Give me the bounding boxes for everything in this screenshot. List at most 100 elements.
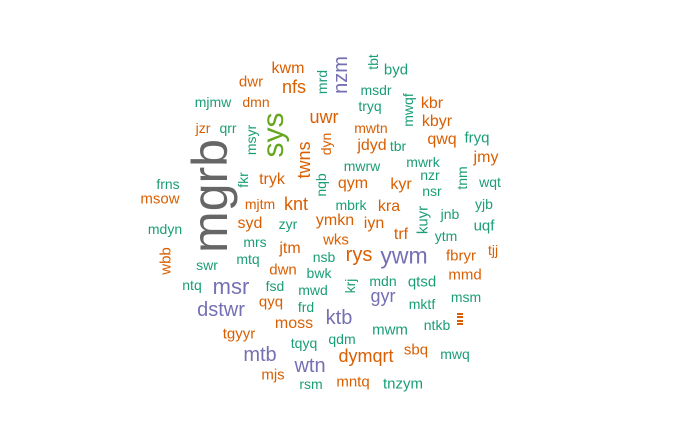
word-frns: frns (156, 176, 180, 192)
word-rys: rys (345, 244, 373, 266)
word-msr: msr (212, 274, 250, 299)
word-qtsd: qtsd (407, 273, 437, 291)
word-mwd: mwd (298, 282, 328, 298)
word-kwm: kwm (271, 60, 305, 77)
word-knt: knt (283, 194, 309, 214)
word-mwrw: mwrw (343, 158, 381, 174)
word-bwk: bwk (306, 265, 332, 281)
word-dwr: dwr (238, 73, 264, 91)
word-dymqrt: dymqrt (338, 346, 394, 366)
word-twns: twns (294, 141, 314, 179)
word-kbr: kbr (420, 95, 444, 112)
word-nzm: nzm (330, 56, 352, 94)
word-jmy: jmy (473, 149, 499, 166)
word-wqt: wqt (479, 174, 501, 190)
word-byd: byd (383, 61, 409, 79)
word-mrs: mrs (243, 234, 267, 250)
word-fryq: fryq (464, 129, 490, 147)
word-nzr: nzr (420, 167, 440, 183)
word-iyn: iyn (363, 215, 385, 232)
word-wtn: wtn (294, 355, 326, 377)
word-mwtn: mwtn (354, 120, 388, 136)
word-mdn: mdn (369, 273, 397, 289)
word-dmn: dmn (242, 94, 270, 110)
word-fbryr: fbryr (446, 247, 476, 265)
word-mbrk: mbrk (335, 197, 367, 213)
word-ntkb: ntkb (423, 317, 451, 333)
word-tryq: tryq (358, 98, 382, 114)
word-dwn: dwn (269, 261, 297, 279)
word-trf: trf (393, 226, 409, 243)
word-jtm: jtm (279, 240, 301, 257)
word-qyq: qyq (258, 293, 284, 311)
word-sbq: sbq (403, 341, 429, 359)
word-uwr: uwr (309, 107, 339, 127)
word-sys: sys (257, 112, 290, 158)
word-kbyr: kbyr (421, 113, 453, 130)
word-swr: swr (196, 257, 218, 273)
word-tgyyr: tgyyr (222, 325, 256, 343)
word-kra: kra (377, 198, 401, 215)
word-msow: msow (140, 190, 180, 208)
word-dstwr: dstwr (197, 299, 245, 321)
word-mrd: mrd (314, 69, 330, 95)
word-nsr: nsr (422, 183, 442, 199)
word-tnzym: tnzym (382, 375, 424, 393)
word-fkr: fkr (235, 172, 251, 188)
word-kyr: kyr (390, 176, 412, 193)
word-mwqf: mwqf (400, 93, 416, 127)
word-tbr: tbr (389, 138, 407, 154)
word-mmd: mmd (448, 266, 482, 284)
stacked-dash-mark (457, 313, 463, 325)
word-msdr: msdr (360, 82, 392, 98)
word-qwq: qwq (427, 131, 457, 148)
word-jzr: jzr (195, 120, 211, 136)
word-tryk: tryk (259, 171, 285, 188)
word-nqb: nqb (313, 173, 329, 197)
word-mjmw: mjmw (194, 94, 232, 110)
word-tbt: tbt (365, 54, 381, 70)
word-uqf: uqf (473, 217, 495, 235)
word-mwrk: mwrk (406, 154, 440, 170)
word-msyr: msyr (243, 124, 259, 156)
word-mntq: mntq (336, 373, 370, 391)
word-msm: msm (450, 289, 482, 305)
word-frd: frd (297, 299, 315, 315)
word-kuyr: kuyr (414, 205, 432, 235)
word-gyr: gyr (370, 286, 396, 306)
word-tjj: tjj (487, 242, 499, 258)
word-jdyd: jdyd (357, 137, 387, 154)
word-ymkn: ymkn (315, 212, 355, 229)
word-mjs: mjs (261, 366, 285, 384)
word-mdyn: mdyn (147, 221, 183, 237)
word-yjb: yjb (475, 196, 493, 212)
word-tnm: tnm (454, 166, 470, 190)
word-wks: wks (323, 231, 349, 249)
word-ywm: ywm (380, 242, 428, 269)
word-krj: krj (342, 278, 358, 294)
word-mjtm: mjtm (244, 196, 276, 212)
word-qym: qym (337, 175, 369, 192)
word-wbb: wbb (157, 247, 175, 275)
word-zyr: zyr (278, 216, 298, 232)
word-mtq: mtq (236, 251, 260, 267)
word-mgrb: mgrb (182, 139, 238, 253)
word-qdm: qdm (328, 331, 356, 347)
word-jnb: jnb (440, 206, 460, 222)
word-mwq: mwq (440, 346, 470, 362)
word-moss: moss (274, 315, 314, 332)
word-fsd: fsd (265, 278, 285, 294)
word-qrr: qrr (219, 120, 237, 136)
word-rsm: rsm (299, 376, 323, 392)
word-ktb: ktb (325, 307, 353, 329)
word-ytm: ytm (434, 228, 458, 244)
word-mtb: mtb (243, 344, 277, 366)
word-mwm: mwm (372, 321, 408, 339)
word-tqyq: tqyq (290, 335, 318, 351)
word-ntq: ntq (182, 277, 202, 293)
word-mktf: mktf (408, 296, 436, 312)
word-nfs: nfs (281, 77, 307, 97)
word-syd: syd (237, 215, 263, 232)
word-dyn: dyn (318, 132, 334, 156)
